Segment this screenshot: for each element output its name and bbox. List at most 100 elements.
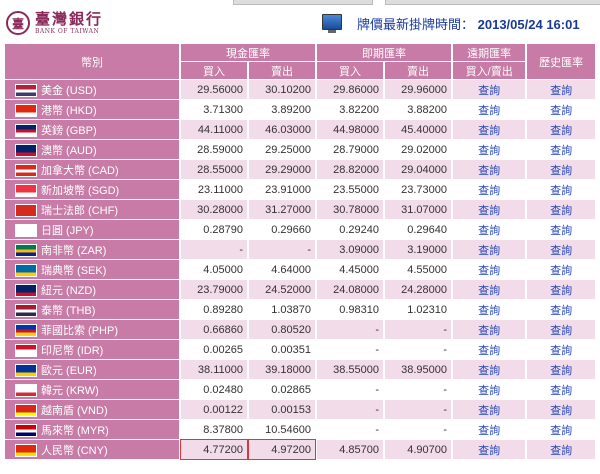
currency-label: 泰幣 (THB) [41, 304, 96, 317]
currency-name: 人民幣 (CNY) [5, 440, 179, 459]
currency-name: 泰幣 (THB) [5, 300, 179, 319]
history-query-link[interactable]: 查詢 [527, 320, 595, 339]
update-value: 2013/05/24 16:01 [477, 17, 580, 32]
spot-sell: 3.88200 [385, 100, 451, 119]
history-query-link[interactable]: 查詢 [527, 240, 595, 259]
forward-query-link[interactable]: 查詢 [453, 100, 526, 119]
spot-buy: - [317, 380, 383, 399]
cash-buy: 0.00122 [181, 400, 247, 419]
currency-name: 美金 (USD) [5, 80, 179, 99]
history-query-link[interactable]: 查詢 [527, 440, 595, 459]
spot-buy: - [317, 320, 383, 339]
cash-sell: 29.29000 [249, 160, 315, 179]
currency-name: 韓元 (KRW) [5, 380, 179, 399]
currency-name: 港幣 (HKD) [5, 100, 179, 119]
monitor-icon [322, 14, 342, 33]
cash-sell: 3.89200 [249, 100, 315, 119]
cash-buy: 4.05000 [181, 260, 247, 279]
spot-buy: 0.29240 [317, 220, 383, 239]
forward-query-link[interactable]: 查詢 [453, 420, 526, 439]
forward-query-link[interactable]: 查詢 [453, 380, 526, 399]
history-query-link[interactable]: 查詢 [527, 140, 595, 159]
cash-buy: 44.11000 [181, 120, 247, 139]
history-query-link[interactable]: 查詢 [527, 120, 595, 139]
cash-buy: 8.37800 [181, 420, 247, 439]
spot-buy: - [317, 420, 383, 439]
forward-query-link[interactable]: 查詢 [453, 300, 526, 319]
cash-sell: 1.03870 [249, 300, 315, 319]
spot-sell: 23.73000 [385, 180, 451, 199]
cash-sell: 23.91000 [249, 180, 315, 199]
currency-label: 歐元 (EUR) [41, 364, 97, 377]
history-query-link[interactable]: 查詢 [527, 400, 595, 419]
spot-buy: 44.98000 [317, 120, 383, 139]
currency-label: 日圓 (JPY) [41, 224, 94, 237]
flag-icon [15, 344, 37, 358]
forward-query-link[interactable]: 查詢 [453, 180, 526, 199]
table-row: 日圓 (JPY) 0.28790 0.29660 0.29240 0.29640… [5, 220, 595, 239]
history-query-link[interactable]: 查詢 [527, 300, 595, 319]
cash-sell: 0.00351 [249, 340, 315, 359]
forward-query-link[interactable]: 查詢 [453, 320, 526, 339]
header-cash-sell: 賣出 [249, 62, 315, 79]
table-row: 瑞士法郎 (CHF) 30.28000 31.27000 30.78000 31… [5, 200, 595, 219]
forward-query-link[interactable]: 查詢 [453, 240, 526, 259]
spot-buy: 23.55000 [317, 180, 383, 199]
history-query-link[interactable]: 查詢 [527, 360, 595, 379]
forward-query-link[interactable]: 查詢 [453, 260, 526, 279]
flag-icon [15, 404, 37, 418]
cash-sell: 4.97200 [248, 439, 316, 460]
table-row: 韓元 (KRW) 0.02480 0.02865 - - 查詢 查詢 [5, 380, 595, 399]
flag-icon [15, 184, 37, 198]
flag-icon [15, 384, 37, 398]
cash-sell: - [249, 240, 315, 259]
bank-seal-icon: 臺 [6, 11, 30, 35]
cash-buy: - [181, 240, 247, 259]
forward-query-link[interactable]: 查詢 [453, 220, 526, 239]
forward-query-link[interactable]: 查詢 [453, 120, 526, 139]
header-forward-buysell: 買入/賣出 [453, 62, 526, 79]
header-cash: 現金匯率 [181, 44, 315, 61]
bank-logo[interactable]: 臺 臺灣銀行 BANK OF TAIWAN [6, 11, 103, 35]
flag-icon [15, 444, 37, 458]
history-query-link[interactable]: 查詢 [527, 380, 595, 399]
forward-query-link[interactable]: 查詢 [453, 160, 526, 179]
top-tab-2[interactable] [385, 0, 600, 5]
flag-icon [15, 284, 37, 298]
bank-name-cn: 臺灣銀行 [35, 10, 104, 28]
history-query-link[interactable]: 查詢 [527, 260, 595, 279]
history-query-link[interactable]: 查詢 [527, 160, 595, 179]
exchange-rate-table: 幣別 現金匯率 即期匯率 遠期匯率 歷史匯率 買入 賣出 買入 賣出 買入/賣出… [3, 43, 597, 460]
table-row: 印尼幣 (IDR) 0.00265 0.00351 - - 查詢 查詢 [5, 340, 595, 359]
currency-name: 加拿大幣 (CAD) [5, 160, 179, 179]
forward-query-link[interactable]: 查詢 [453, 280, 526, 299]
forward-query-link[interactable]: 查詢 [453, 200, 526, 219]
forward-query-link[interactable]: 查詢 [453, 400, 526, 419]
spot-buy: 4.45000 [317, 260, 383, 279]
history-query-link[interactable]: 查詢 [527, 220, 595, 239]
currency-name: 瑞典幣 (SEK) [5, 260, 179, 279]
cash-sell: 30.10200 [249, 80, 315, 99]
forward-query-link[interactable]: 查詢 [453, 440, 526, 459]
history-query-link[interactable]: 查詢 [527, 100, 595, 119]
history-query-link[interactable]: 查詢 [527, 180, 595, 199]
history-query-link[interactable]: 查詢 [527, 420, 595, 439]
currency-label: 瑞典幣 (SEK) [41, 264, 107, 277]
spot-buy: - [317, 400, 383, 419]
spot-sell: 45.40000 [385, 120, 451, 139]
flag-icon [15, 164, 37, 178]
history-query-link[interactable]: 查詢 [527, 280, 595, 299]
history-query-link[interactable]: 查詢 [527, 200, 595, 219]
forward-query-link[interactable]: 查詢 [453, 360, 526, 379]
spot-buy: 29.86000 [317, 80, 383, 99]
flag-icon [15, 224, 37, 238]
forward-query-link[interactable]: 查詢 [453, 340, 526, 359]
top-tab-1[interactable] [233, 0, 373, 5]
history-query-link[interactable]: 查詢 [527, 80, 595, 99]
history-query-link[interactable]: 查詢 [527, 340, 595, 359]
forward-query-link[interactable]: 查詢 [453, 140, 526, 159]
forward-query-link[interactable]: 查詢 [453, 80, 526, 99]
cash-buy: 23.11000 [181, 180, 247, 199]
table-row: 越南盾 (VND) 0.00122 0.00153 - - 查詢 查詢 [5, 400, 595, 419]
cash-sell: 31.27000 [249, 200, 315, 219]
